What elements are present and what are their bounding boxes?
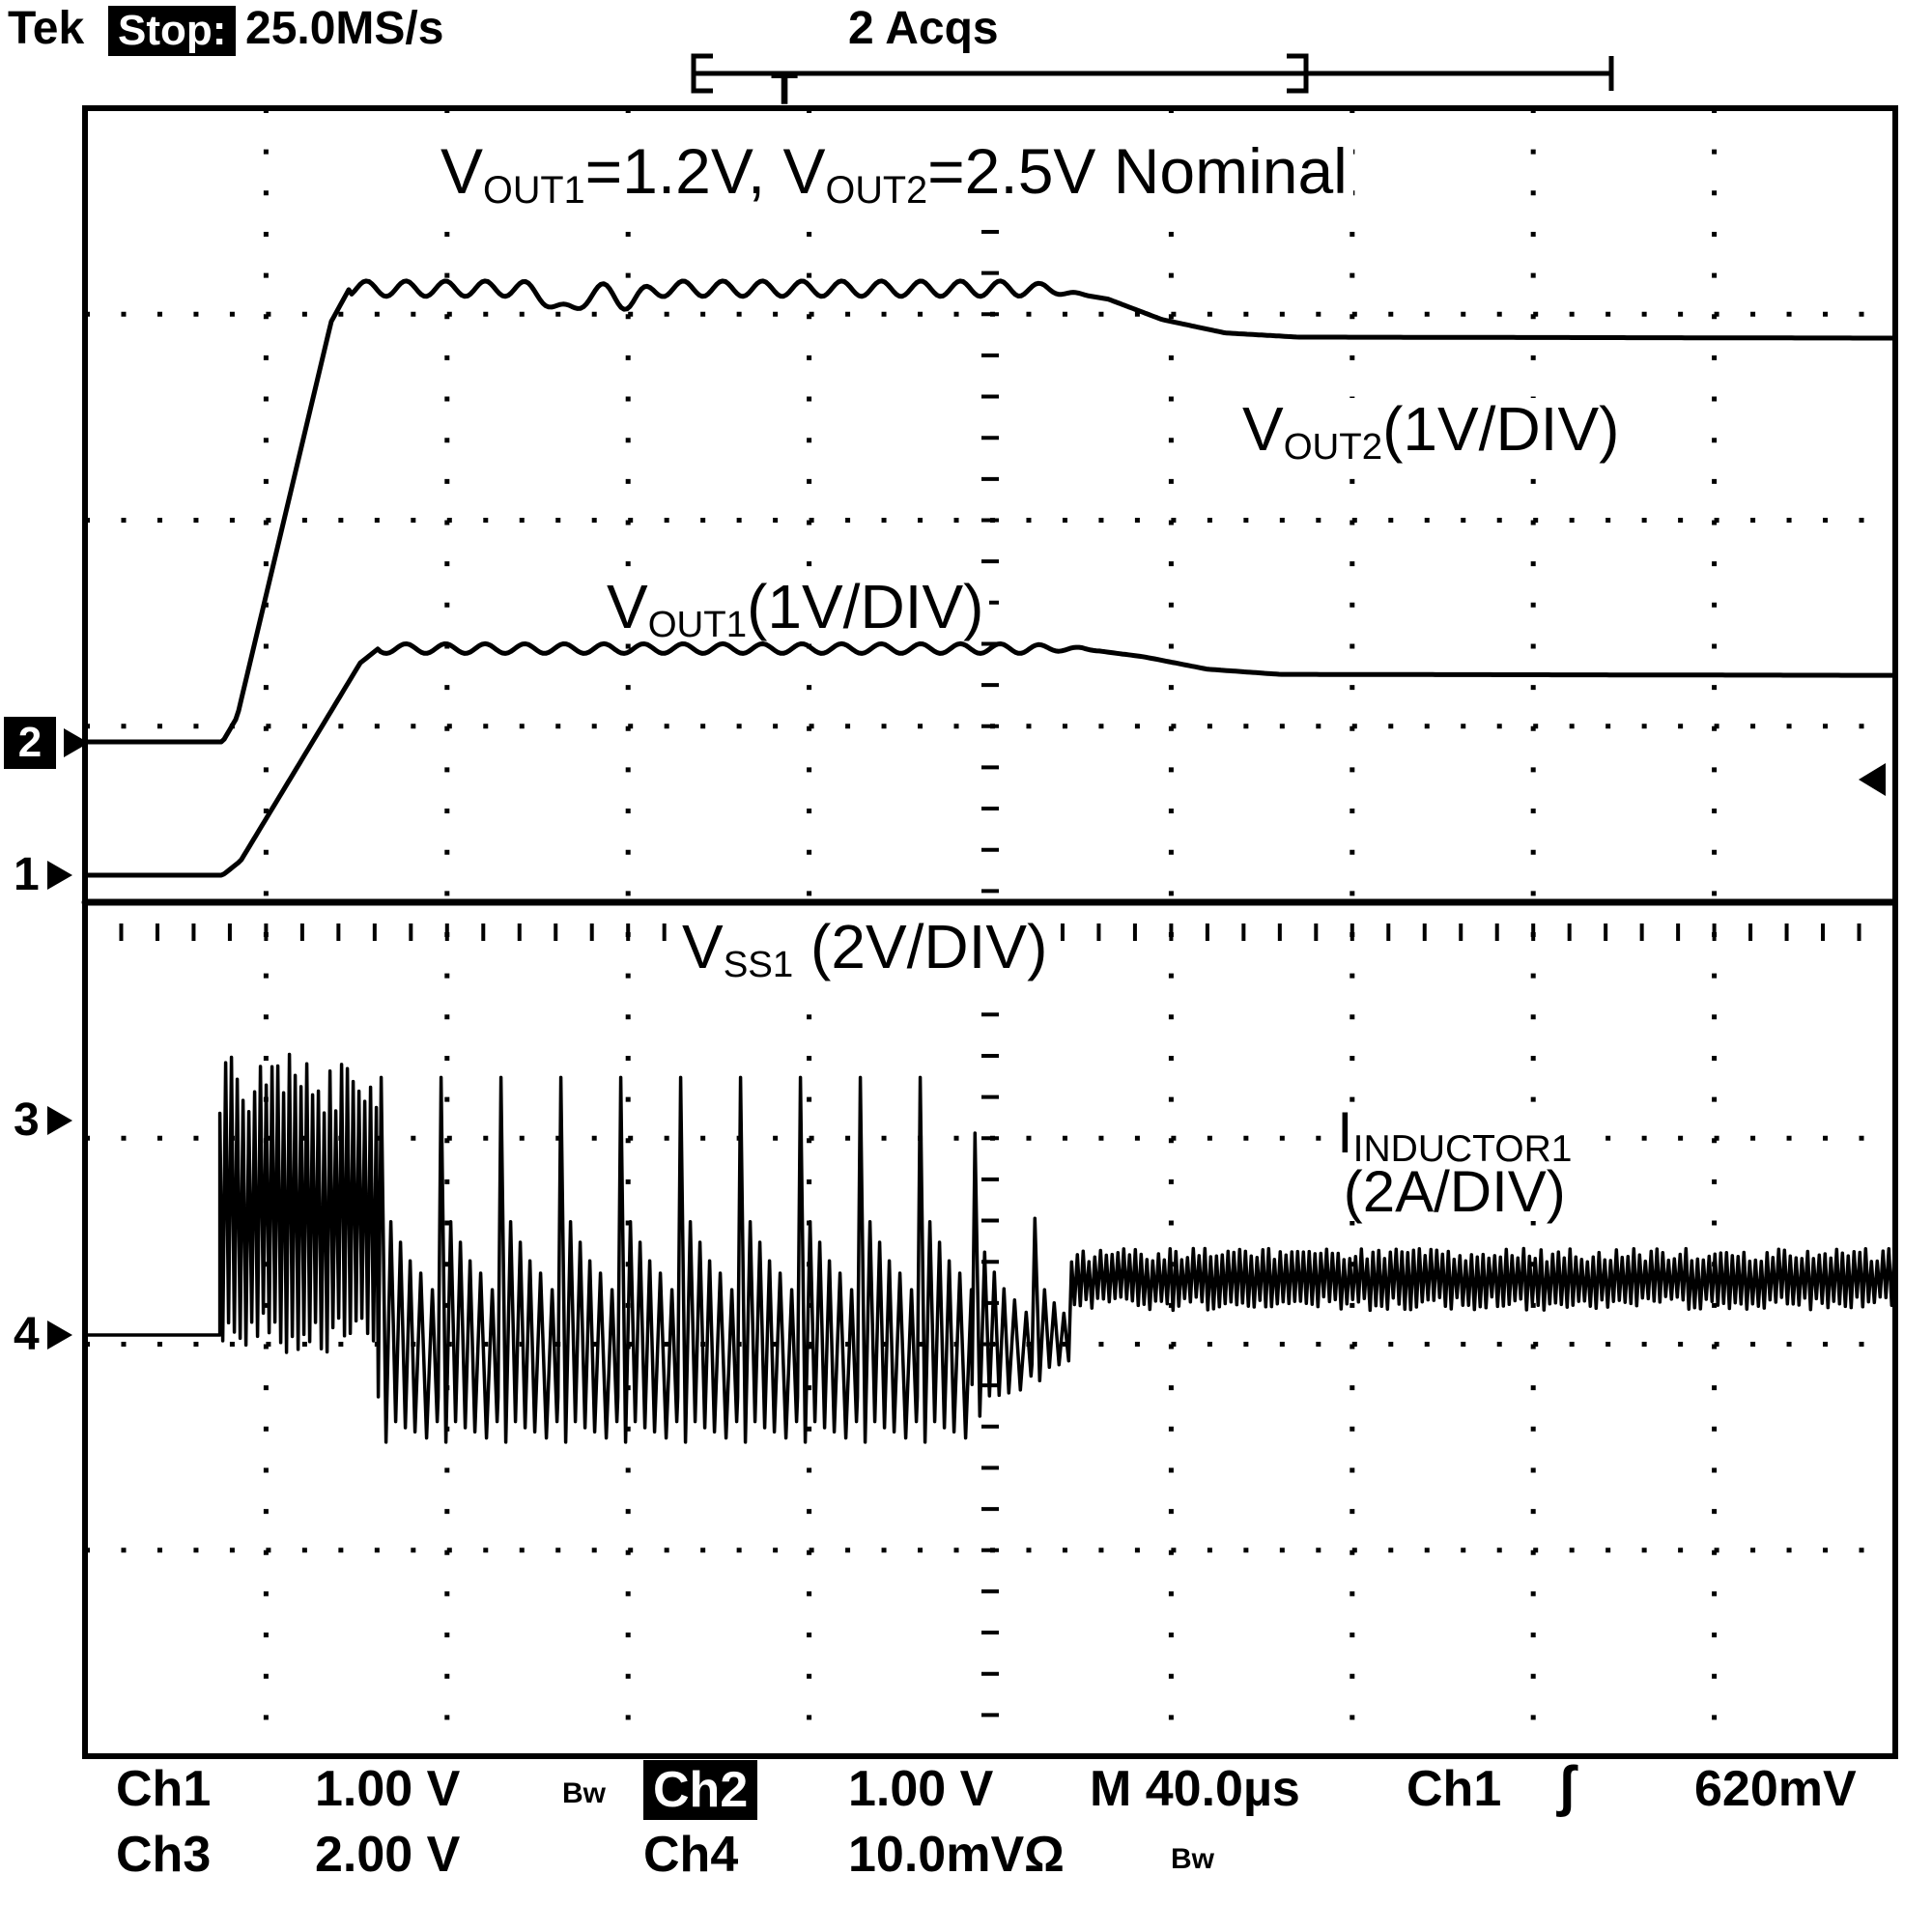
graticule-border <box>82 105 1898 1759</box>
acquisitions-count: 2 Acqs <box>848 3 999 54</box>
vss1-label-part: V <box>682 912 724 981</box>
vout1-annotation: VOUT1(1V/DIV) <box>601 575 990 643</box>
vss1-label-sub: SS1 <box>723 944 794 986</box>
ch2-readout-label: Ch2 <box>643 1760 758 1820</box>
trace-iinductor1 <box>83 1052 1897 1444</box>
right-arrow-icon <box>64 728 89 757</box>
trace-vout2 <box>82 278 1896 745</box>
ch3-readout-label: Ch3 <box>116 1827 212 1883</box>
vout2-label-part: (1V/DIV) <box>1382 394 1620 464</box>
nominal-title-annotation: VOUT1=1.2V, VOUT2=2.5V Nominal <box>435 138 1353 210</box>
title-part: =1.2V, V <box>584 135 826 207</box>
vss1-annotation: VSS1 (2V/DIV) <box>676 915 1054 983</box>
channel2-marker-number: 2 <box>4 717 56 769</box>
inductor-label-sub: INDUCTOR1 <box>1352 1128 1573 1171</box>
inductor-annotation: IINDUCTOR1 (2A/DIV) <box>1331 1100 1578 1225</box>
channel3-marker: 3 <box>14 1094 72 1147</box>
vout1-label-part: (1V/DIV) <box>747 572 984 641</box>
title-part: V <box>440 135 484 207</box>
ch4-scale-readout: 10.0mVΩ <box>848 1827 1065 1883</box>
vout1-label-sub: OUT1 <box>647 604 748 646</box>
sample-rate: 25.0MS/s <box>245 3 444 54</box>
tek-logo: Tek <box>8 3 85 54</box>
ch1-bandwidth-flag: Bw <box>562 1777 606 1809</box>
trigger-source-readout: Ch1 <box>1406 1761 1502 1817</box>
record-view-bar <box>691 53 1614 94</box>
trigger-level-readout: 620mV <box>1694 1761 1857 1817</box>
title-sub: OUT2 <box>825 168 928 212</box>
ch4-bandwidth-flag: Bw <box>1171 1843 1214 1875</box>
channel4-marker-number: 4 <box>14 1309 40 1360</box>
right-arrow-icon <box>46 860 72 890</box>
trigger-level-arrow-icon <box>1859 763 1886 796</box>
timebase-readout: M 40.0µs <box>1090 1761 1300 1817</box>
title-part: =2.5V Nominal <box>927 135 1348 207</box>
ch3-scale-readout: 2.00 V <box>315 1827 461 1883</box>
channel4-marker: 4 <box>14 1308 72 1361</box>
acq-status-badge: Stop: <box>108 6 237 56</box>
vout1-label-part: V <box>607 572 648 641</box>
trigger-position-marker: T <box>771 64 798 114</box>
trigger-slope-icon: ʃ <box>1557 1755 1577 1818</box>
vout2-label-sub: OUT2 <box>1283 426 1383 469</box>
right-arrow-icon <box>46 1105 72 1135</box>
channel1-marker: 1 <box>14 848 72 901</box>
vout2-label-part: V <box>1242 394 1284 464</box>
vout2-annotation: VOUT2(1V/DIV) <box>1236 397 1626 466</box>
trace-vout1 <box>82 640 1896 878</box>
inductor-annotation-line2: (2A/DIV) <box>1343 1159 1566 1225</box>
ch4-readout-label: Ch4 <box>643 1827 739 1883</box>
channel3-marker-number: 3 <box>14 1094 40 1146</box>
channel1-marker-number: 1 <box>14 849 40 900</box>
ch2-scale-readout: 1.00 V <box>848 1761 994 1817</box>
title-sub: OUT1 <box>483 168 585 212</box>
ch1-scale-readout: 1.00 V <box>315 1761 461 1817</box>
channel2-marker: 2 <box>4 717 89 769</box>
inductor-annotation-line1: IINDUCTOR1 <box>1337 1100 1572 1169</box>
right-arrow-icon <box>46 1320 72 1350</box>
inductor-label-part: I <box>1337 1100 1353 1165</box>
vss1-label-part: (2V/DIV) <box>793 912 1048 981</box>
ch1-readout-label: Ch1 <box>116 1761 212 1817</box>
